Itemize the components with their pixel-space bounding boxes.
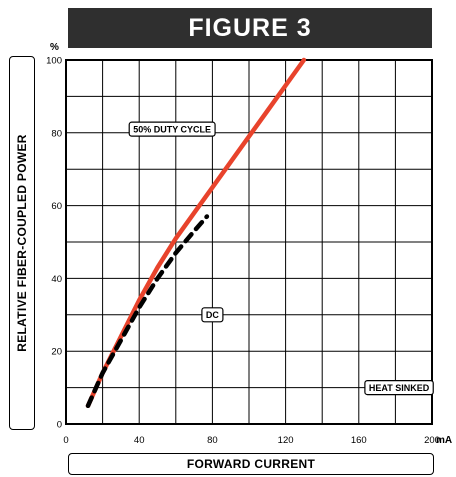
x-tick-label: 120 bbox=[278, 435, 294, 446]
x-tick-label: 80 bbox=[207, 435, 218, 446]
y-unit-label: % bbox=[50, 42, 59, 53]
x-unit-label: mA bbox=[436, 435, 452, 446]
y-tick-label: 0 bbox=[57, 420, 62, 431]
x-tick-label: 40 bbox=[134, 435, 145, 446]
series-layer bbox=[85, 57, 307, 409]
annotation-box: HEAT SINKED bbox=[364, 380, 434, 396]
annotation-box: DC bbox=[201, 307, 224, 323]
x-axis-label-box: FORWARD CURRENT bbox=[68, 453, 434, 475]
annotation-label: HEAT SINKED bbox=[369, 383, 430, 393]
x-tick-label: 0 bbox=[63, 435, 68, 446]
y-tick-label: 20 bbox=[51, 347, 62, 358]
annotation-frame bbox=[364, 380, 434, 396]
annotation-label: DC bbox=[206, 310, 219, 320]
plot-frame bbox=[65, 59, 433, 425]
x-tick-label: 200 bbox=[424, 435, 440, 446]
annotations: 50% DUTY CYCLE DC HEAT SINKED bbox=[128, 121, 434, 396]
annotation-box: 50% DUTY CYCLE bbox=[128, 121, 216, 137]
annotation-frame bbox=[201, 307, 224, 323]
y-tick-label: 40 bbox=[51, 274, 62, 285]
x-axis-label: FORWARD CURRENT bbox=[186, 457, 316, 471]
annotation-label: 50% DUTY CYCLE bbox=[133, 124, 211, 134]
series-line-1 bbox=[85, 214, 210, 409]
y-tick-label: 80 bbox=[51, 128, 62, 139]
y-tick-label: 60 bbox=[51, 201, 62, 212]
axis-ticks: 0 40 80 120 160 200 0 20 40 60 80 100 bbox=[46, 56, 440, 447]
series-line-0 bbox=[85, 57, 307, 409]
x-tick-label: 160 bbox=[351, 435, 367, 446]
annotation-frame bbox=[128, 121, 216, 137]
y-axis-label-box: RELATIVE FIBER-COUPLED POWER bbox=[9, 56, 35, 430]
grid bbox=[66, 60, 432, 424]
y-tick-label: 100 bbox=[46, 56, 62, 67]
figure-title: FIGURE 3 bbox=[68, 8, 432, 48]
